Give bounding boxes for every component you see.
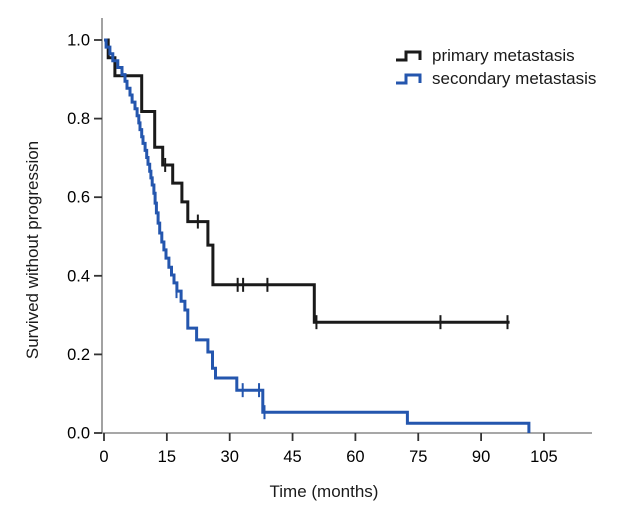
y-axis-title: Survived without progression: [23, 140, 42, 360]
y-tick-label: 0.8: [67, 110, 90, 128]
curve-secondary-metastasis: [104, 38, 531, 433]
x-tick-label: 90: [472, 448, 490, 466]
x-tick-label: 60: [346, 448, 364, 466]
x-tick-label: 0: [99, 448, 108, 466]
x-tick-label: 30: [221, 448, 239, 466]
legend-item-primary: primary metastasis: [395, 44, 596, 67]
legend: primary metastasis secondary metastasis: [395, 44, 596, 90]
legend-item-secondary: secondary metastasis: [395, 67, 596, 90]
y-tick-label: 1.0: [67, 32, 90, 50]
x-axis-title: Time (months): [269, 482, 379, 501]
x-tick-label: 15: [158, 448, 176, 466]
x-tick-label: 45: [283, 448, 301, 466]
y-tick-label: 0.0: [67, 425, 90, 443]
legend-label-primary: primary metastasis: [432, 46, 575, 65]
x-tick-label: 75: [409, 448, 427, 466]
step-line-icon: [396, 50, 422, 62]
curve-primary-metastasis: [104, 38, 510, 324]
x-tick-label: 105: [530, 448, 558, 466]
step-line-icon: [396, 73, 422, 85]
y-tick-label: 0.6: [67, 189, 90, 207]
legend-label-secondary: secondary metastasis: [432, 69, 597, 88]
y-tick-label: 0.2: [67, 346, 90, 364]
y-tick-label: 0.4: [67, 267, 90, 285]
